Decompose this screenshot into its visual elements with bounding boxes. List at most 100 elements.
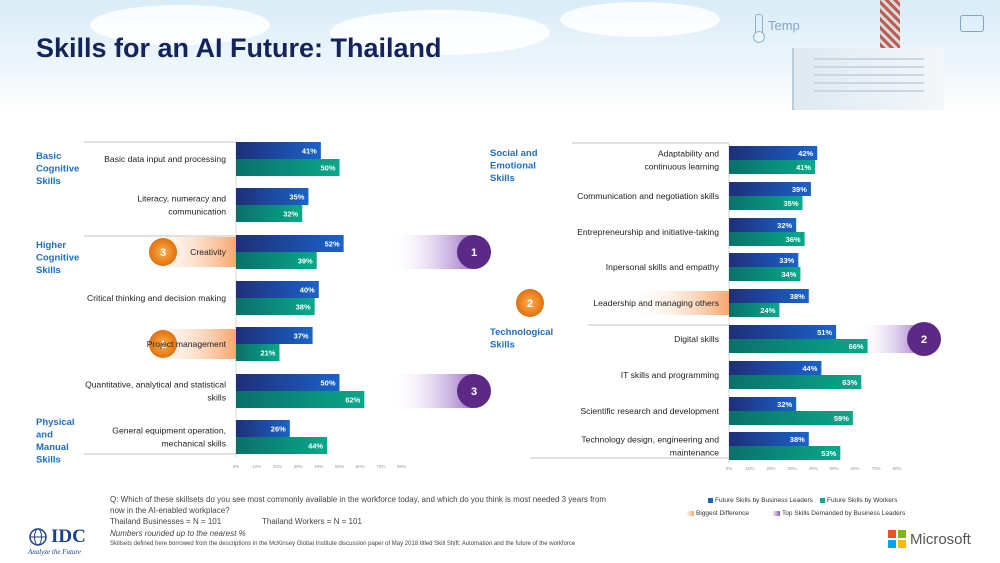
bar-workers: [236, 252, 317, 269]
bar-leaders: [729, 146, 818, 160]
bar-leaders: [236, 142, 321, 159]
bar-leaders: [729, 218, 797, 232]
footnote-question: Q: Which of these skillsets do you see m…: [110, 494, 710, 516]
x-tick-label: 80%: [892, 466, 901, 471]
x-tick-label: 70%: [376, 464, 385, 469]
top-demanded-rank: 3: [471, 386, 477, 398]
bar-workers: [236, 205, 303, 222]
data-label-workers: 35%: [783, 199, 798, 208]
legend-swatch: [820, 497, 825, 503]
skill-label: Digital skills: [674, 334, 719, 344]
x-tick-label: 10%: [745, 466, 754, 471]
data-label-workers: 63%: [842, 378, 857, 387]
bar-leaders: [236, 281, 319, 298]
data-label-leaders: 26%: [271, 425, 286, 434]
bar-leaders: [236, 235, 344, 252]
bar-workers: [729, 160, 816, 174]
cloud-decoration: [560, 2, 720, 37]
legend-label: Top Skills Demanded by Business Leaders: [782, 510, 906, 517]
rounding-note: Numbers rounded up to the nearest %: [110, 529, 246, 538]
x-tick-label: 0%: [233, 464, 240, 469]
data-label-leaders: 35%: [289, 193, 304, 202]
x-tick-label: 40%: [808, 466, 817, 471]
cloud-decoration: [90, 5, 270, 45]
category-label: and: [36, 430, 53, 441]
data-label-leaders: 39%: [792, 185, 807, 194]
bar-leaders: [729, 397, 797, 411]
x-tick-label: 50%: [335, 464, 344, 469]
biggest-difference-highlight: [629, 291, 729, 315]
page-title: Skills for an AI Future: Thailand: [36, 33, 442, 63]
biggest-difference-badge: [149, 330, 177, 358]
top-demanded-badge: [907, 322, 941, 356]
x-tick-label: 60%: [356, 464, 365, 469]
top-demanded-rank: 2: [921, 334, 927, 346]
skill-label: skills: [207, 393, 226, 403]
category-label: Emotional: [490, 161, 536, 172]
data-label-leaders: 32%: [777, 400, 792, 409]
cloud-decoration: [330, 10, 550, 55]
skill-label: Entrepreneurship and initiative-taking: [577, 227, 719, 237]
data-label-workers: 44%: [308, 442, 323, 451]
data-label-leaders: 37%: [294, 332, 309, 341]
skill-label: communication: [168, 207, 226, 217]
data-label-workers: 38%: [296, 303, 311, 312]
skill-label: Project management: [147, 339, 227, 349]
legend-workers: Future Skills by Workers: [820, 497, 897, 504]
category-label: Skills: [36, 455, 61, 466]
data-label-workers: 59%: [834, 414, 849, 423]
thermometer-icon: [753, 14, 765, 43]
chat-icon[interactable]: [960, 15, 984, 32]
category-label: Cognitive: [36, 164, 79, 175]
data-label-leaders: 51%: [817, 328, 832, 337]
top-demanded-rank: 1: [471, 247, 477, 259]
data-label-workers: 34%: [781, 270, 796, 279]
microsoft-squares-icon: [888, 530, 906, 548]
data-label-workers: 32%: [283, 210, 298, 219]
data-label-workers: 21%: [260, 349, 275, 358]
category-label: Skills: [36, 265, 61, 276]
x-tick-label: 20%: [766, 466, 775, 471]
category-label: Basic: [36, 151, 61, 162]
bar-workers: [236, 437, 328, 454]
skill-label: continuous learning: [644, 162, 719, 172]
skill-label: Scientific research and development: [580, 406, 719, 416]
x-tick-label: 30%: [294, 464, 303, 469]
sample-businesses: Thailand Businesses = N = 101: [110, 517, 222, 526]
building-image: [792, 48, 944, 110]
category-label: Skills: [490, 340, 515, 351]
category-label: Higher: [36, 240, 66, 251]
microsoft-wordmark: Microsoft: [910, 530, 971, 548]
category-label: Skills: [490, 173, 515, 184]
data-label-workers: 62%: [345, 396, 360, 405]
skill-label: Critical thinking and decision making: [87, 293, 226, 303]
bar-leaders: [729, 325, 837, 339]
top-demanded-badge: [457, 374, 491, 408]
bar-workers: [236, 344, 280, 361]
data-label-leaders: 33%: [779, 256, 794, 265]
data-label-leaders: 42%: [798, 149, 813, 158]
skill-label: Leadership and managing others: [593, 298, 719, 308]
category-label: Social and: [490, 148, 538, 159]
legend-leaders: Future Skills by Business Leaders: [708, 497, 813, 504]
data-label-leaders: 40%: [300, 286, 315, 295]
legend-top-demanded: Top Skills Demanded by Business Leaders: [772, 510, 905, 517]
data-label-leaders: 44%: [802, 364, 817, 373]
data-label-workers: 39%: [298, 257, 313, 266]
x-tick-label: 80%: [397, 464, 406, 469]
data-label-leaders: 32%: [777, 221, 792, 230]
legend-biggest-difference: Biggest Difference: [686, 510, 749, 517]
top-demanded-badge: [457, 235, 491, 269]
skill-label: Technology design, engineering and: [581, 435, 719, 445]
radio-tower-image: [880, 0, 900, 55]
x-tick-label: 20%: [273, 464, 282, 469]
bar-workers: [729, 339, 868, 353]
question-line-2: now in the AI-enabled workplace?: [110, 506, 230, 515]
skill-label: Literacy, numeracy and: [137, 194, 226, 204]
x-tick-label: 50%: [829, 466, 838, 471]
x-tick-label: 10%: [252, 464, 261, 469]
x-tick-label: 60%: [850, 466, 859, 471]
data-label-leaders: 50%: [320, 379, 335, 388]
biggest-difference-badge: [516, 289, 544, 317]
